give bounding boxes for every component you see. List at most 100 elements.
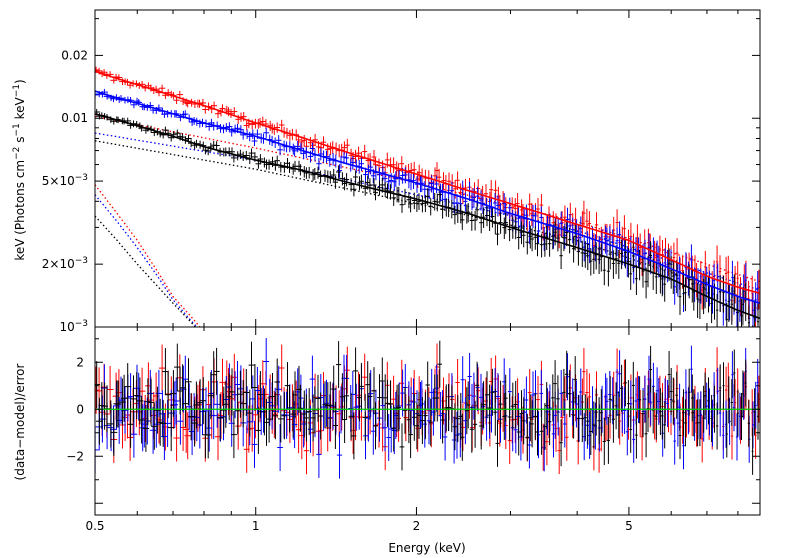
residual-point: [149, 406, 157, 454]
data-point: [535, 232, 540, 257]
data-point: [327, 154, 333, 167]
residual-point: [300, 400, 307, 448]
data-point: [736, 295, 739, 327]
residual-point: [594, 388, 598, 436]
residual-point: [467, 353, 472, 400]
residual-point: [322, 381, 328, 429]
data-point: [752, 325, 754, 327]
data-point: [691, 268, 694, 303]
bottom-panel-data: [95, 338, 760, 479]
residual-point: [703, 372, 707, 420]
data-point: [344, 138, 350, 153]
residual-point: [730, 379, 733, 426]
residual-point: [263, 338, 270, 385]
data-point: [519, 215, 523, 238]
data-point: [162, 126, 169, 134]
residual-point: [184, 412, 191, 460]
residual-point: [252, 364, 258, 411]
data-point: [580, 240, 584, 267]
residual-point: [278, 344, 285, 392]
residual-point: [425, 361, 430, 409]
data-point: [731, 260, 734, 299]
data-point: [503, 212, 508, 234]
residual-point: [321, 383, 327, 431]
data-point: [707, 277, 710, 313]
data-point: [411, 172, 416, 189]
data-point: [589, 248, 593, 276]
residual-point: [213, 347, 220, 395]
data-point: [605, 227, 609, 256]
data-point: [371, 150, 377, 165]
residual-point: [263, 398, 270, 446]
data-point: [460, 210, 465, 230]
residual-point: [420, 397, 425, 445]
residual-point: [136, 377, 144, 425]
data-point: [437, 186, 442, 204]
residual-point: [399, 359, 405, 407]
blue-soft-component-line: [95, 194, 198, 327]
residual-point: [487, 384, 492, 432]
residual-point: [659, 388, 662, 436]
residual-point: [408, 411, 413, 459]
residual-point: [443, 413, 448, 461]
data-point: [576, 239, 581, 266]
data-point: [411, 161, 417, 179]
y-axis-label-top: keV (Photons cm−2 s−1 keV−1): [12, 79, 27, 260]
residual-point: [722, 411, 725, 459]
data-point: [403, 165, 409, 182]
data-point: [362, 144, 368, 159]
data-point: [368, 160, 374, 175]
residual-point: [438, 392, 443, 440]
data-point: [673, 271, 676, 305]
data-point: [533, 205, 538, 229]
residual-point: [634, 411, 638, 459]
data-point: [274, 122, 280, 133]
data-point: [675, 260, 678, 294]
residual-point: [626, 380, 630, 428]
blue-data-points: [95, 88, 759, 327]
residual-point: [559, 419, 563, 467]
residual-point: [524, 376, 529, 424]
residual-point: [455, 395, 460, 443]
residual-point: [563, 400, 567, 448]
data-point: [269, 156, 276, 168]
residual-point: [623, 359, 627, 407]
residual-point: [481, 381, 486, 429]
data-point: [611, 229, 615, 258]
data-point: [147, 102, 154, 110]
data-point: [617, 250, 621, 279]
data-point: [634, 264, 638, 295]
residual-point: [411, 378, 416, 426]
data-point: [618, 221, 622, 251]
data-point: [363, 167, 368, 182]
data-point: [386, 174, 392, 190]
residual-point: [513, 381, 518, 428]
residual-point: [130, 375, 137, 423]
data-point: [440, 200, 445, 219]
residual-point: [666, 380, 669, 427]
residual-point: [396, 384, 402, 432]
residual-point: [281, 392, 288, 440]
data-point: [507, 197, 512, 220]
data-point: [213, 141, 220, 150]
data-point: [278, 119, 285, 131]
residual-point: [367, 373, 373, 420]
residual-point: [725, 410, 728, 458]
data-point: [738, 284, 741, 322]
data-point: [399, 197, 405, 213]
residual-point: [193, 381, 200, 429]
residual-point: [644, 410, 648, 458]
residual-point: [114, 380, 122, 428]
residual-point: [722, 362, 725, 410]
residual-point: [625, 408, 629, 456]
y-tick-label: 0.01: [61, 111, 88, 125]
residual-point: [139, 404, 146, 452]
residual-point: [120, 374, 128, 422]
residual-point: [651, 386, 655, 434]
residual-point: [519, 390, 524, 438]
residual-point: [336, 341, 342, 389]
data-point: [519, 221, 524, 245]
data-point: [649, 241, 652, 273]
data-point: [559, 211, 563, 237]
data-point: [300, 147, 307, 160]
